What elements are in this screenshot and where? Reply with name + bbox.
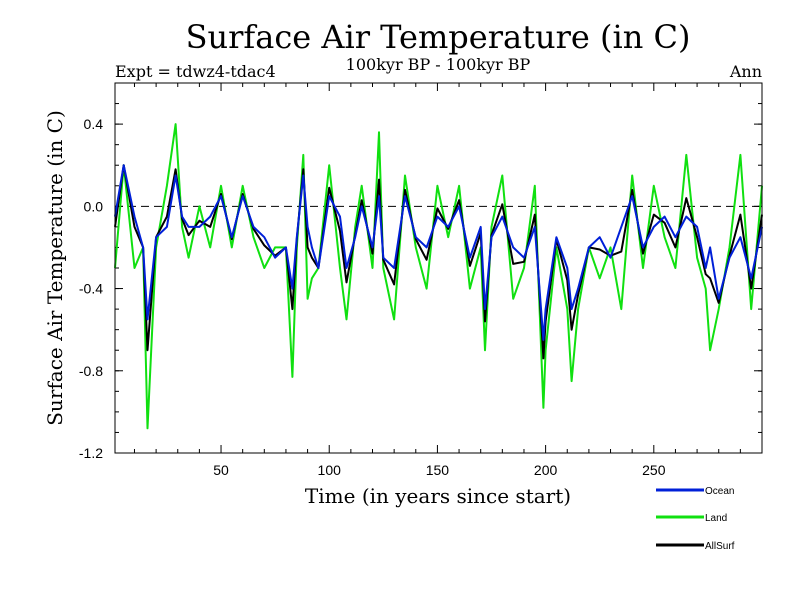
y-tick-label: 0.0 — [84, 198, 104, 214]
y-tick-label: -1.2 — [79, 445, 103, 461]
legend-label-land: Land — [705, 513, 727, 524]
period-label: 100kyr BP - 100kyr BP — [346, 55, 531, 74]
plot-area — [114, 123, 763, 430]
y-tick-label: -0.8 — [79, 363, 103, 379]
axis-ticks: 50 100 150 200 250 0.4 0.0 -0.4 -0.8 -1.2 — [79, 82, 762, 478]
x-tick-label: 50 — [213, 462, 229, 478]
season-label: Ann — [729, 62, 762, 81]
legend-label-allsurf: AllSurf — [705, 541, 735, 552]
legend-label-ocean: Ocean — [705, 486, 734, 497]
x-axis-label: Time (in years since start) — [305, 484, 571, 508]
legend: Ocean Land AllSurf — [656, 486, 735, 552]
x-tick-label: 250 — [642, 462, 666, 478]
x-tick-label: 200 — [534, 462, 558, 478]
experiment-label: Expt = tdwz4-tdac4 — [115, 62, 276, 81]
y-axis-label: Surface Air Temperature (in C) — [43, 110, 67, 426]
series-line-ocean — [114, 164, 763, 341]
chart-title: Surface Air Temperature (in C) — [186, 18, 691, 56]
y-tick-label: 0.4 — [84, 116, 104, 132]
plot-frame — [114, 82, 763, 454]
series-line-land — [114, 123, 763, 430]
x-tick-label: 100 — [318, 462, 342, 478]
x-tick-label: 150 — [426, 462, 450, 478]
y-tick-label: -0.4 — [79, 281, 103, 297]
